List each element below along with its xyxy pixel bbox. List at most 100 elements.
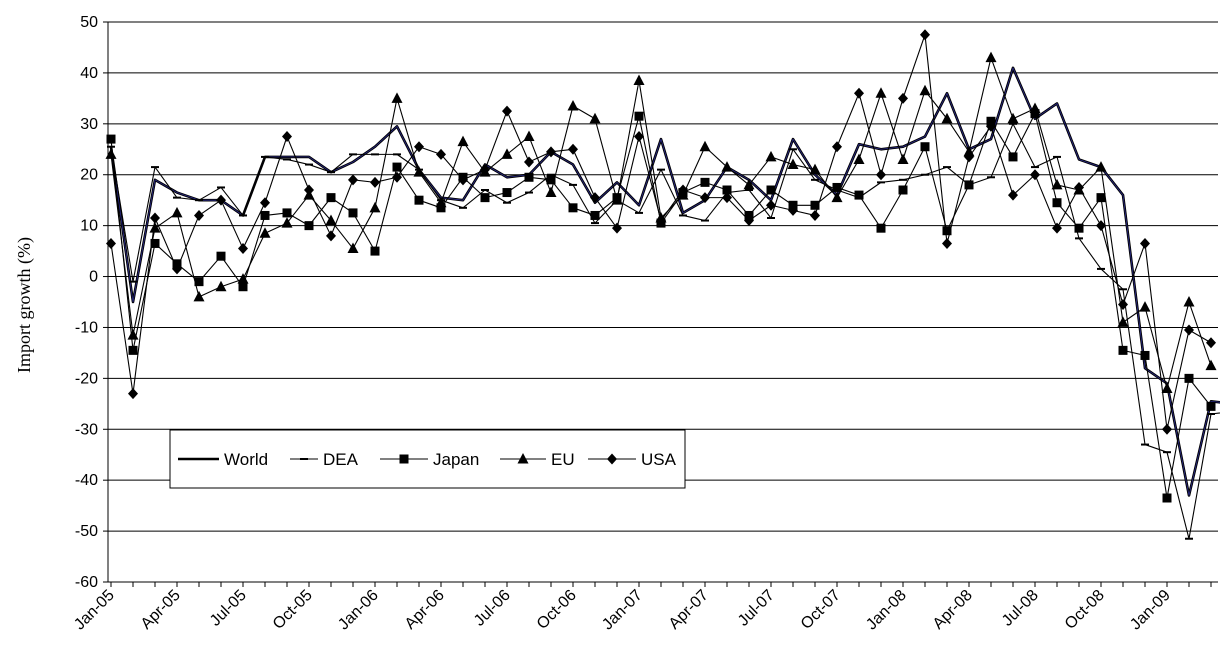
y-tick-label: 40 bbox=[80, 65, 98, 82]
data-point-eu bbox=[1205, 359, 1217, 371]
data-point-usa bbox=[722, 192, 732, 204]
series-lines bbox=[105, 29, 1220, 540]
data-point-eu bbox=[919, 84, 931, 96]
data-point-eu bbox=[941, 112, 953, 124]
data-point-eu bbox=[567, 100, 579, 111]
data-point-japan bbox=[1096, 193, 1106, 203]
data-point-japan bbox=[722, 185, 732, 195]
data-point-japan bbox=[348, 208, 358, 218]
y-tick-label: -30 bbox=[75, 421, 98, 438]
legend-marker-eu bbox=[517, 453, 529, 464]
data-point-usa bbox=[370, 176, 380, 188]
data-point-eu bbox=[875, 87, 887, 98]
data-point-japan bbox=[634, 111, 644, 121]
data-point-usa bbox=[788, 204, 798, 216]
y-tick-label: 30 bbox=[80, 116, 98, 133]
data-point-usa bbox=[1074, 181, 1084, 193]
data-point-usa bbox=[414, 141, 424, 153]
axes bbox=[103, 21, 1212, 587]
data-point-usa bbox=[1162, 423, 1172, 435]
data-point-eu bbox=[633, 74, 645, 86]
y-tick-label: -50 bbox=[75, 523, 98, 540]
x-tick-label: Jan-09 bbox=[1127, 587, 1174, 634]
x-tick-label: Jul-06 bbox=[471, 587, 514, 630]
data-point-japan bbox=[898, 185, 908, 195]
data-point-eu bbox=[259, 227, 271, 238]
data-point-eu bbox=[1139, 301, 1151, 312]
data-point-eu bbox=[787, 158, 799, 170]
data-point-usa bbox=[898, 92, 908, 104]
data-point-japan bbox=[150, 238, 160, 248]
data-point-japan bbox=[392, 162, 402, 172]
data-point-usa bbox=[304, 184, 314, 196]
data-point-eu bbox=[1095, 161, 1107, 172]
data-point-usa bbox=[832, 141, 842, 153]
data-point-japan bbox=[480, 193, 490, 203]
legend-item-usa: USA bbox=[588, 450, 677, 469]
data-point-eu bbox=[589, 112, 601, 124]
data-point-japan bbox=[854, 190, 864, 200]
data-point-japan bbox=[810, 200, 820, 210]
data-point-japan bbox=[832, 182, 842, 192]
x-tick-label: Oct-08 bbox=[1062, 587, 1108, 633]
data-point-usa bbox=[876, 169, 886, 181]
data-point-japan bbox=[1118, 345, 1128, 355]
data-point-usa bbox=[524, 156, 534, 168]
data-point-japan bbox=[106, 134, 116, 144]
legend-label-dea: DEA bbox=[323, 450, 359, 469]
data-point-usa bbox=[348, 174, 358, 186]
x-tick-label: Apr-05 bbox=[138, 587, 184, 633]
data-point-eu bbox=[743, 178, 755, 190]
data-point-usa bbox=[1140, 237, 1150, 249]
data-point-japan bbox=[502, 188, 512, 198]
data-point-usa bbox=[942, 237, 952, 249]
data-point-usa bbox=[1096, 220, 1106, 232]
data-point-usa bbox=[172, 263, 182, 275]
y-tick-label: 10 bbox=[80, 218, 98, 235]
data-point-japan bbox=[414, 195, 424, 205]
data-point-eu bbox=[523, 130, 535, 142]
series-line-world-highlight bbox=[110, 67, 1220, 496]
data-point-eu bbox=[413, 166, 425, 177]
data-point-japan bbox=[876, 223, 886, 233]
data-point-usa bbox=[546, 146, 556, 158]
data-point-eu bbox=[171, 206, 183, 218]
y-tick-label: -20 bbox=[75, 370, 98, 387]
y-tick-label: -60 bbox=[75, 574, 98, 591]
data-point-eu bbox=[193, 290, 205, 302]
data-point-eu bbox=[391, 92, 403, 103]
data-point-japan bbox=[1074, 223, 1084, 233]
data-point-usa bbox=[964, 151, 974, 163]
data-point-japan bbox=[436, 203, 446, 213]
data-point-japan bbox=[524, 172, 534, 182]
data-point-japan bbox=[238, 282, 248, 292]
data-point-usa bbox=[920, 29, 930, 41]
data-point-eu bbox=[127, 329, 139, 340]
data-point-eu bbox=[215, 280, 227, 292]
data-point-usa bbox=[634, 131, 644, 143]
data-point-usa bbox=[216, 194, 226, 206]
data-point-usa bbox=[744, 215, 754, 227]
x-tick-label: Jul-05 bbox=[207, 587, 250, 630]
x-tick-label: Oct-06 bbox=[534, 587, 580, 633]
data-point-usa bbox=[458, 174, 468, 186]
data-point-eu bbox=[831, 191, 843, 203]
x-tick-label: Apr-07 bbox=[666, 587, 712, 633]
data-point-usa bbox=[480, 164, 490, 176]
data-point-usa bbox=[194, 209, 204, 221]
y-tick-label: -10 bbox=[75, 319, 98, 336]
data-point-eu bbox=[501, 148, 513, 159]
data-point-eu bbox=[985, 51, 997, 63]
data-point-usa bbox=[590, 192, 600, 204]
data-point-japan bbox=[326, 193, 336, 203]
y-tick-label: 0 bbox=[89, 269, 98, 286]
data-point-japan bbox=[1206, 401, 1216, 411]
data-point-usa bbox=[700, 192, 710, 204]
x-tick-label: Jul-07 bbox=[735, 587, 778, 630]
data-point-eu bbox=[1161, 382, 1173, 394]
x-tick-label: Apr-08 bbox=[930, 587, 976, 633]
data-point-japan bbox=[304, 221, 314, 231]
data-point-japan bbox=[1140, 350, 1150, 360]
data-point-eu bbox=[347, 242, 359, 254]
